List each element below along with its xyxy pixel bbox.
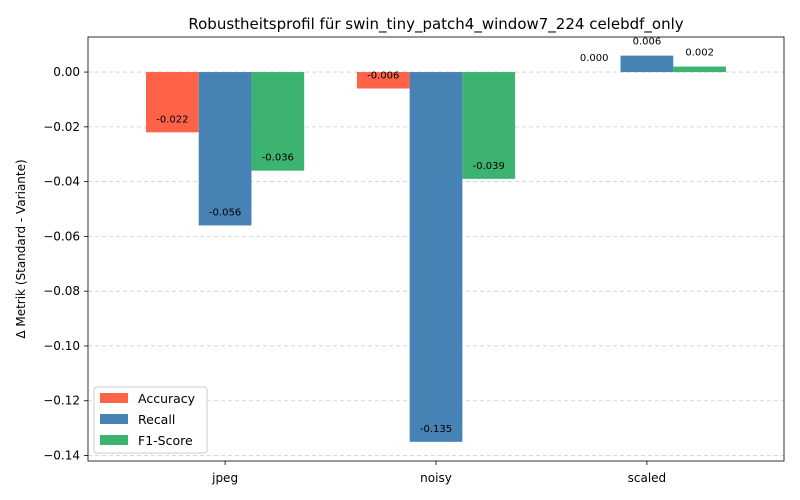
legend-swatch bbox=[100, 393, 128, 403]
y-tick-label: −0.14 bbox=[43, 449, 80, 463]
x-axis-ticks: jpeg noisy scaled bbox=[211, 461, 666, 485]
data-labels: -0.022 -0.006 0.000 -0.056 -0.135 0.006 -0.036… bbox=[156, 37, 714, 435]
legend-label: Accuracy bbox=[138, 391, 196, 406]
data-label: -0.135 bbox=[420, 424, 452, 435]
bar-f1-score-noisy bbox=[462, 72, 516, 179]
bar-recall-noisy bbox=[409, 72, 463, 442]
y-tick-label: −0.04 bbox=[43, 175, 80, 189]
x-tick-label: jpeg bbox=[211, 471, 238, 485]
legend-swatch bbox=[100, 435, 128, 445]
bar-accuracy-jpeg bbox=[146, 72, 199, 133]
y-tick-label: −0.08 bbox=[43, 284, 80, 298]
data-label: -0.039 bbox=[473, 161, 505, 172]
y-axis-ticks: 0.00 −0.02 −0.04 −0.06 −0.08 −0.10 −0.12 −0.14 bbox=[43, 65, 88, 463]
y-tick-label: −0.10 bbox=[43, 339, 80, 353]
chart-title: Robustheitsprofil für swin_tiny_patch4_w… bbox=[188, 15, 683, 34]
data-label: -0.022 bbox=[156, 114, 188, 125]
y-axis-label: Δ Metrik (Standard - Variante) bbox=[14, 159, 28, 338]
data-label: -0.036 bbox=[262, 153, 294, 164]
bar-f1-score-scaled bbox=[673, 66, 726, 73]
x-tick-label: scaled bbox=[628, 471, 667, 485]
data-label: 0.000 bbox=[580, 53, 609, 64]
y-tick-label: −0.12 bbox=[43, 394, 80, 408]
data-label: 0.006 bbox=[633, 37, 662, 48]
legend-label: F1-Score bbox=[138, 433, 193, 448]
bar-accuracy-noisy bbox=[356, 72, 410, 89]
y-tick-label: −0.06 bbox=[43, 229, 80, 243]
y-tick-label: −0.02 bbox=[43, 120, 80, 134]
legend: Accuracy Recall F1-Score bbox=[93, 386, 208, 454]
data-label: 0.002 bbox=[685, 48, 714, 59]
data-label: -0.056 bbox=[209, 207, 241, 218]
legend-swatch bbox=[100, 414, 128, 424]
data-label: -0.006 bbox=[367, 70, 399, 81]
x-tick-label: noisy bbox=[420, 471, 452, 485]
bar-recall-scaled bbox=[620, 55, 674, 73]
legend-label: Recall bbox=[138, 412, 175, 427]
bar-f1-score-jpeg bbox=[251, 72, 305, 171]
bar-recall-jpeg bbox=[198, 72, 252, 226]
y-tick-label: 0.00 bbox=[53, 65, 80, 79]
bars bbox=[146, 55, 726, 442]
